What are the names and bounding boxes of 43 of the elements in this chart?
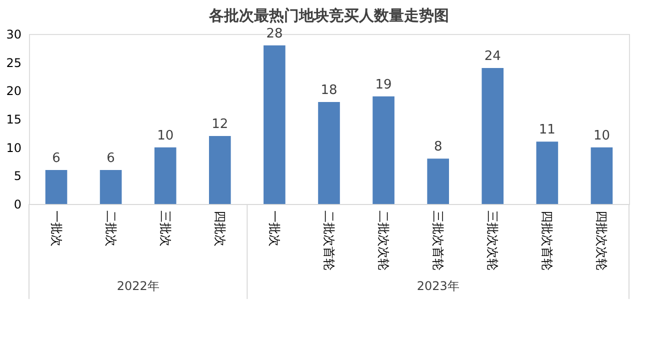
- data-label: 8: [434, 140, 442, 155]
- x-tick-label: 二批次: [104, 210, 118, 246]
- text: 2023年: [416, 279, 460, 293]
- bar: [264, 45, 286, 204]
- bar: [209, 136, 231, 204]
- y-tick-label: 5: [14, 169, 22, 184]
- x-tick-label: 二批次次轮: [376, 210, 391, 270]
- data-label: 12: [212, 117, 228, 132]
- bar: [427, 158, 449, 204]
- bar: [100, 170, 122, 204]
- x-tick-label: 三批次: [158, 210, 172, 246]
- x-tick-label: 四批次首轮: [540, 210, 554, 270]
- data-label: 28: [266, 26, 283, 42]
- text: 2022年: [116, 279, 160, 293]
- data-label: 6: [52, 151, 60, 166]
- data-label: 18: [320, 83, 338, 98]
- data-label: 19: [375, 77, 392, 92]
- bar: [45, 170, 68, 204]
- y-tick-label: 25: [6, 56, 22, 70]
- y-tick-label: 0: [14, 198, 22, 212]
- data-label: 10: [593, 128, 610, 144]
- data-label: 24: [484, 49, 501, 64]
- x-tick-label: 二批次首轮: [322, 210, 336, 270]
- x-tick-label: 一批次: [267, 210, 282, 246]
- data-label: 11: [538, 122, 556, 138]
- bar: [372, 96, 394, 204]
- data-label: 6: [106, 151, 115, 166]
- bar: [590, 147, 613, 204]
- x-tick-label: 三批次首轮: [431, 210, 446, 270]
- y-tick-label: 30: [6, 28, 22, 42]
- bar: [482, 68, 504, 204]
- y-tick-label: 20: [6, 84, 22, 98]
- x-tick-label: 四批次: [212, 210, 227, 246]
- bar: [154, 147, 176, 204]
- bar: [536, 142, 558, 204]
- x-tick-label: 三批次次轮: [486, 210, 500, 270]
- x-tick-label: 四批次次轮: [594, 210, 609, 270]
- data-label: 10: [157, 128, 174, 144]
- x-tick-label: 一批次: [49, 210, 64, 246]
- y-tick-label: 15: [6, 112, 22, 126]
- y-tick-label: 10: [6, 140, 22, 155]
- bar: [318, 102, 340, 204]
- chart-title: 各批次最热门地块竞买人数量走势图: [208, 6, 449, 24]
